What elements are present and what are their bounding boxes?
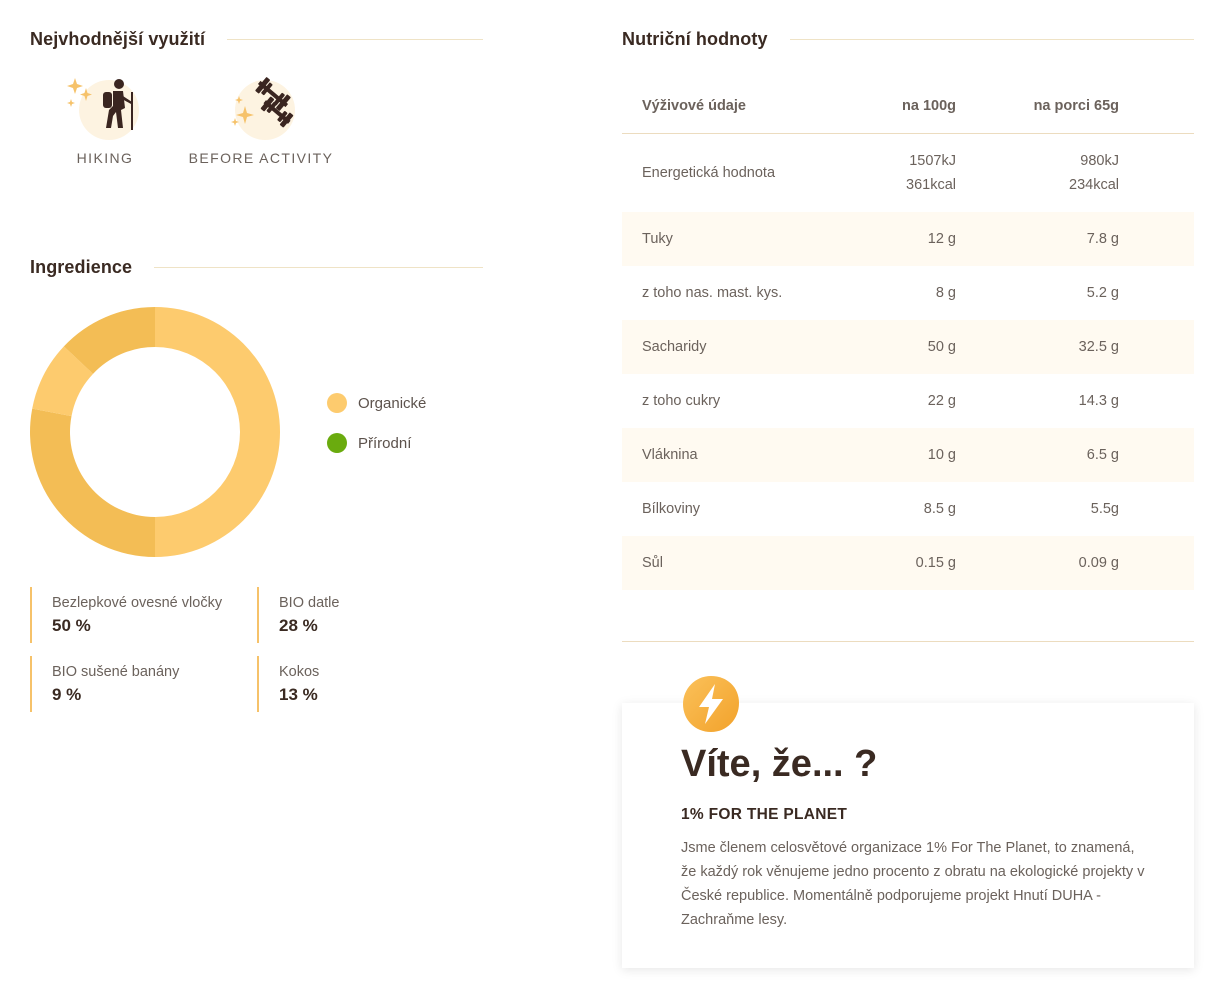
table-row: Vláknina 10 g 6.5 g [622,428,1194,482]
table-row: Energetická hodnota 1507kJ 361kcal 980kJ 2… [622,134,1194,212]
usage-label-before-activity: BEFORE ACTIVITY [188,150,334,166]
card-text: Jsme členem celosvětové organizace 1% Fo… [681,840,1145,928]
value-per-portion: 14.3 g [1078,393,1119,409]
usage-title-rule [227,38,483,40]
card-title: Víte, že... ? [681,743,878,785]
ingredients-title: Ingredience [30,256,133,277]
ingredient-name: BIO datle [279,595,340,611]
lightning-icon [683,676,739,732]
chart-legend: Organické Přírodní [327,393,426,473]
legend-item-natural[interactable]: Přírodní [327,433,426,453]
legend-label-natural: Přírodní [358,434,412,452]
ingredient-item: BIO datle 28 % [257,587,339,643]
nutrient-name: z toho nas. mast. kys. [642,285,783,301]
nutrient-name: Tuky [642,231,673,247]
nutrient-name: Sůl [642,555,663,571]
value-per-100g: 50 g [927,339,956,355]
ingredient-name: BIO sušené banány [52,664,180,680]
ingredients-donut-chart [30,307,280,557]
nutrient-name: z toho cukry [642,393,721,409]
legend-label-organic: Organické [358,394,427,412]
value-per-100g: 22 g [927,393,956,409]
header-per-portion: na porci 65g [1033,97,1119,114]
ingredients-section-header: Ingredience [30,256,483,278]
nutrition-table: Výživové údaje na 100g na porci 65g Ener… [622,78,1194,590]
nutrient-name: Vláknina [642,447,698,463]
table-row: z toho nas. mast. kys. 8 g 5.2 g [622,266,1194,320]
usage-section-header: Nejvhodnější využití [30,28,483,50]
nutrient-name: Bílkoviny [642,501,701,517]
ingredients-title-rule [154,266,483,268]
ingredient-percent: 28 % [279,616,318,635]
usage-item-before-activity: BEFORE ACTIVITY [176,72,346,166]
ingredient-name: Bezlepkové ovesné vločky [52,595,223,611]
usage-item-hiking: HIKING [50,72,160,166]
nutrition-title: Nutriční hodnoty [622,28,768,49]
value-per-100g: 8.5 g [923,501,956,517]
table-bottom-rule [622,641,1194,642]
ingredient-item: Bezlepkové ovesné vločky 50 % [30,587,222,643]
usage-list: HIKING [50,72,346,166]
value-per-portion: 6.5 g [1086,447,1119,463]
usage-title: Nejvhodnější využití [30,28,206,49]
table-row: Bílkoviny 8.5 g 5.5g [622,482,1194,536]
value-per-100g: 1507kJ 361kcal [906,153,956,193]
value-per-100g: 8 g [935,285,956,301]
nutrition-section-header: Nutriční hodnoty [622,28,1194,50]
value-per-portion: 980kJ 234kcal [1069,153,1119,193]
ingredient-percent: 13 % [279,685,318,704]
ingredient-percent: 50 % [52,616,91,635]
nutrient-name: Energetická hodnota [642,165,776,181]
value-per-100g: 12 g [927,231,956,247]
nutrition-table-header: Výživové údaje na 100g na porci 65g [622,78,1194,134]
donut-slice-2[interactable] [30,408,156,557]
usage-label-hiking: HIKING [76,150,134,166]
ingredient-item: BIO sušené banány 9 % [30,656,179,712]
card-subtitle: 1% FOR THE PLANET [681,806,848,823]
ingredient-name: Kokos [279,664,320,680]
donut-slice-3[interactable] [32,346,94,417]
nutrition-title-rule [789,38,1194,40]
did-you-know-card [622,703,1194,968]
legend-dot-organic [327,393,347,413]
hiking-icon [65,72,145,140]
table-row: Sůl 0.15 g 0.09 g [622,536,1194,590]
header-nutrient: Výživové údaje [642,97,746,114]
dumbbell-icon [221,72,301,140]
nutrient-name: Sacharidy [642,339,707,355]
value-per-portion: 0.09 g [1078,555,1119,571]
donut-slice-4[interactable] [63,307,155,374]
ingredient-item: Kokos 13 % [257,656,319,712]
value-per-portion: 7.8 g [1086,231,1119,247]
value-per-portion: 5.2 g [1086,285,1119,301]
table-row: Tuky 12 g 7.8 g [622,212,1194,266]
ingredient-percent: 9 % [52,685,82,704]
donut-slice-1[interactable] [155,307,280,557]
value-per-portion: 32.5 g [1078,339,1119,355]
table-row: Sacharidy 50 g 32.5 g [622,320,1194,374]
legend-dot-natural [327,433,347,453]
value-per-100g: 0.15 g [915,555,956,571]
value-per-100g: 10 g [927,447,956,463]
value-per-portion: 5.5g [1090,501,1119,517]
header-per-100g: na 100g [902,97,956,114]
table-row: z toho cukry 22 g 14.3 g [622,374,1194,428]
legend-item-organic[interactable]: Organické [327,393,426,413]
